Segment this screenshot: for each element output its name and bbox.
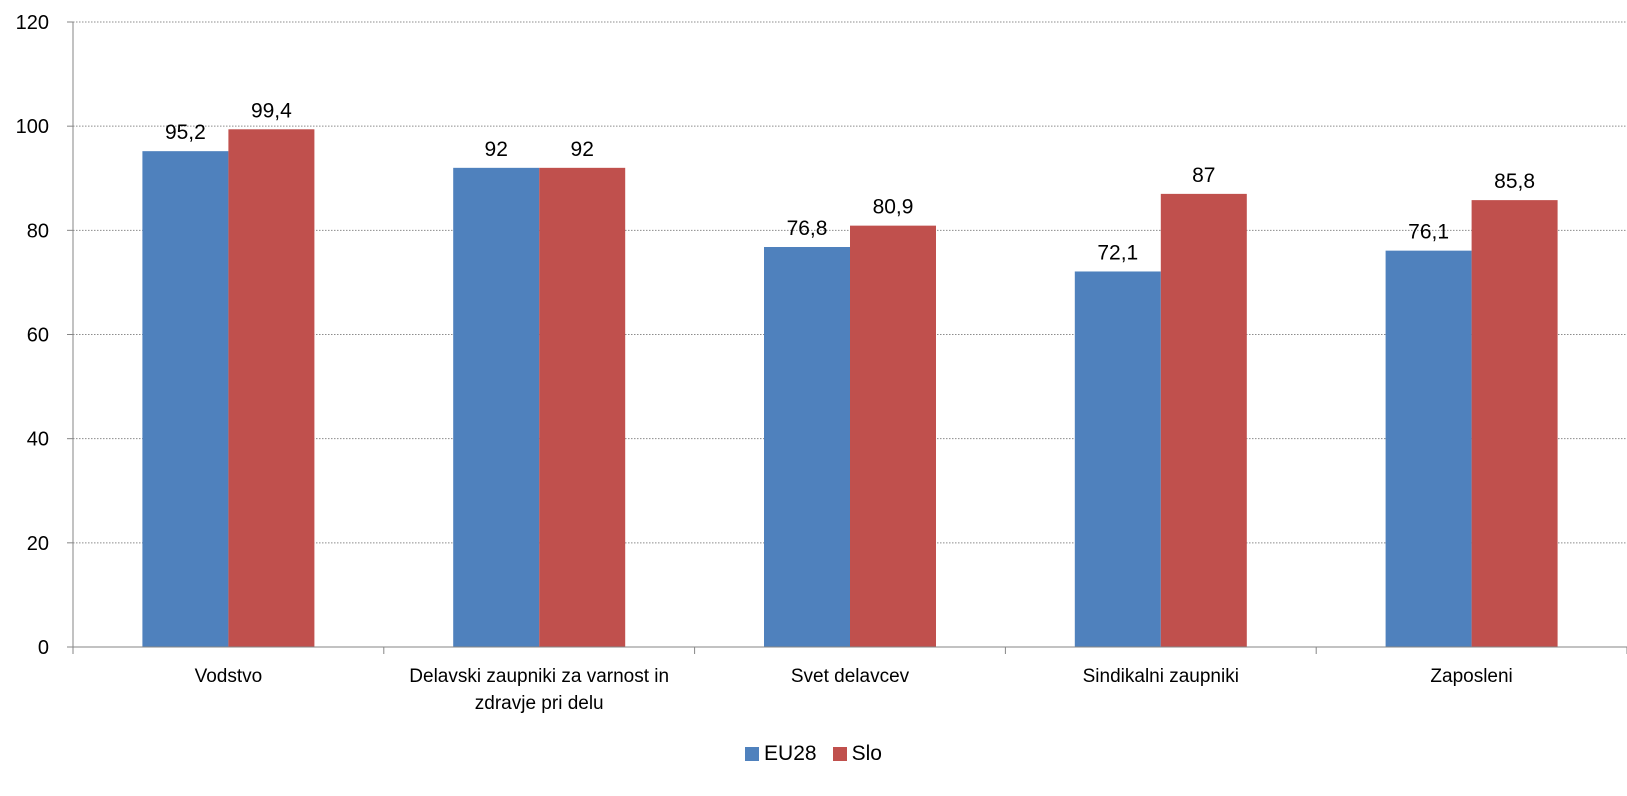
category-label: Vodstvo <box>195 666 263 687</box>
bar-eu28-0 <box>142 151 229 647</box>
legend-item-eu28: EU28 <box>745 742 817 766</box>
bar-slo-4 <box>1471 200 1558 647</box>
data-label: 87 <box>1192 164 1215 187</box>
y-tick-label: 40 <box>27 429 49 451</box>
data-label: 99,4 <box>251 99 292 122</box>
legend-swatch-eu28 <box>745 747 760 761</box>
data-label: 72,1 <box>1097 241 1138 264</box>
y-tick-label: 120 <box>16 12 49 34</box>
data-label: 76,1 <box>1408 221 1449 244</box>
y-tick-label: 100 <box>16 116 49 138</box>
legend-item-slo: Slo <box>832 742 882 766</box>
bar-eu28-3 <box>1074 271 1161 647</box>
y-tick-label: 80 <box>27 220 49 242</box>
bar-slo-3 <box>1160 193 1247 647</box>
data-label: 76,8 <box>787 217 828 240</box>
bar-eu28-2 <box>764 247 850 647</box>
bar-slo-0 <box>228 129 315 647</box>
bar-eu28-1 <box>453 167 540 648</box>
data-label: 80,9 <box>873 196 914 219</box>
category-label: Sindikalni zaupniki <box>1083 666 1239 687</box>
y-tick-label: 60 <box>27 325 49 347</box>
legend-label-eu28: EU28 <box>764 742 817 765</box>
data-label: 85,8 <box>1494 170 1535 193</box>
y-tick-label: 0 <box>38 637 49 659</box>
category-label: zdravje pri delu <box>475 693 604 714</box>
bar-slo-1 <box>539 167 626 648</box>
data-label: 92 <box>571 138 594 161</box>
legend: EU28 Slo <box>0 741 1627 767</box>
legend-label-slo: Slo <box>851 742 882 765</box>
legend-swatch-slo <box>832 747 847 761</box>
category-label: Delavski zaupniki za varnost in <box>409 666 669 687</box>
data-label: 92 <box>485 138 508 161</box>
y-tick-label: 20 <box>27 533 49 555</box>
data-label: 95,2 <box>165 121 206 144</box>
category-label: Svet delavcev <box>791 666 910 687</box>
bar-slo-2 <box>850 225 936 648</box>
bar-eu28-4 <box>1385 250 1472 648</box>
category-label: Zaposleni <box>1430 666 1512 687</box>
